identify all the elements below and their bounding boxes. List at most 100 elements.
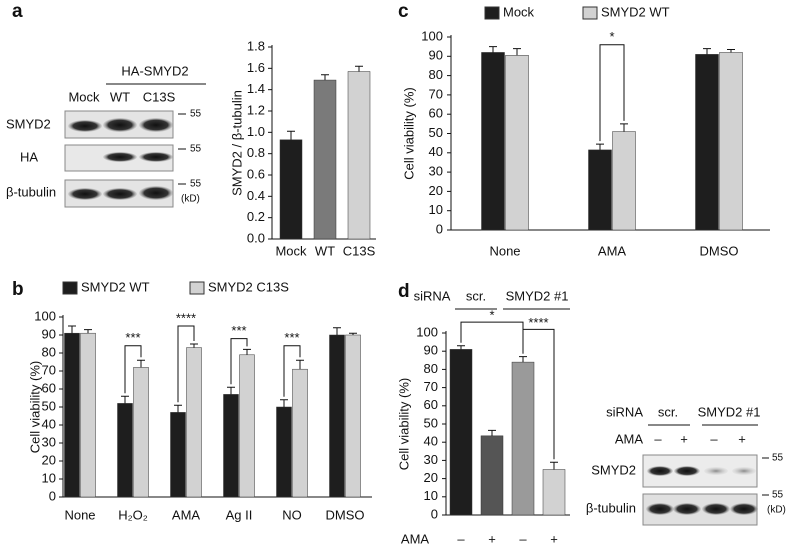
significance-label: * — [609, 29, 614, 44]
lane-label: WT — [110, 89, 130, 104]
y-tick-label: 0.6 — [247, 166, 265, 181]
y-tick-label: 60 — [429, 106, 443, 121]
group-label: SMYD2 #1 — [698, 404, 761, 419]
band — [139, 118, 173, 132]
y-tick-label: 20 — [42, 452, 56, 467]
panel-label: b — [12, 279, 24, 300]
bar — [186, 347, 202, 498]
bar — [480, 435, 504, 516]
y-tick-label: 60 — [42, 380, 56, 395]
band — [68, 188, 102, 200]
significance-bracket — [599, 44, 625, 142]
x-tick-label: H₂O₂ — [118, 507, 148, 522]
significance-label: * — [489, 308, 494, 323]
treatment-label: AMA — [615, 431, 644, 446]
y-tick-label: 1.2 — [247, 102, 265, 117]
error-bar — [727, 49, 735, 53]
significance-bracket — [124, 345, 142, 394]
error-bar — [519, 356, 527, 363]
legend-swatch — [582, 6, 598, 20]
error-bar — [174, 404, 182, 413]
x-axis-label: AMA — [401, 531, 430, 546]
y-tick-label: 80 — [424, 361, 438, 376]
row-label: HA — [20, 149, 38, 164]
error-bar — [190, 343, 198, 348]
legend-label: SMYD2 WT — [601, 4, 670, 19]
legend-swatch — [62, 281, 78, 295]
y-tick-label: 30 — [42, 434, 56, 449]
lane-label: C13S — [143, 89, 176, 104]
error-bar — [287, 130, 295, 140]
error-bar — [68, 325, 76, 334]
band — [704, 467, 728, 475]
y-tick-label: 50 — [429, 125, 443, 140]
legend-label: SMYD2 C13S — [208, 279, 289, 294]
band — [730, 503, 758, 515]
error-bar — [489, 46, 497, 53]
legend-swatch — [189, 281, 205, 295]
y-tick-label: 1.0 — [247, 124, 265, 139]
row-label: SMYD2 — [591, 462, 636, 477]
y-tick-label: 20 — [424, 470, 438, 485]
significance-bracket — [522, 328, 555, 460]
axis — [62, 315, 372, 498]
significance-label: *** — [284, 330, 299, 345]
lane-label: + — [680, 431, 688, 446]
x-tick-label: DMSO — [700, 243, 739, 258]
y-tick-label: 50 — [424, 415, 438, 430]
group-label: SMYD2 #1 — [506, 288, 569, 303]
y-tick-label: 100 — [416, 324, 438, 339]
blot-header: siRNA — [606, 404, 643, 419]
lane-label: + — [738, 431, 746, 446]
bar — [64, 332, 80, 498]
x-tick-label: WT — [315, 243, 335, 258]
lane-label: – — [710, 431, 718, 446]
y-tick-label: 90 — [424, 343, 438, 358]
bar — [695, 54, 719, 231]
bar — [505, 55, 529, 231]
panel-label: c — [398, 1, 409, 22]
error-bar — [321, 74, 329, 81]
y-tick-label: 70 — [429, 86, 443, 101]
unit: (kD) — [767, 505, 786, 516]
bar — [276, 406, 292, 498]
y-axis-label: Cell viability (%) — [27, 361, 42, 453]
band — [647, 466, 673, 476]
y-tick-label: 60 — [424, 397, 438, 412]
bar — [292, 368, 308, 498]
y-tick-label: 100 — [421, 28, 443, 43]
y-tick-label: 70 — [424, 379, 438, 394]
band — [732, 467, 756, 475]
bar — [588, 149, 612, 231]
y-tick-label: 90 — [42, 326, 56, 341]
y-tick-label: 80 — [42, 344, 56, 359]
y-tick-label: 1.4 — [247, 81, 265, 96]
group-label: scr. — [658, 404, 678, 419]
significance-bracket — [283, 345, 301, 397]
y-axis-label: Cell viability (%) — [396, 378, 411, 470]
significance-bracket — [460, 321, 524, 354]
significance-label: *** — [231, 323, 246, 338]
y-tick-label: 0 — [431, 506, 438, 521]
legend-label: Mock — [503, 4, 535, 19]
error-bar — [137, 359, 145, 368]
unit: (kD) — [181, 194, 200, 205]
blot-header: HA-SMYD2 — [121, 63, 188, 78]
y-tick-label: 90 — [429, 48, 443, 63]
significance-label: *** — [125, 330, 140, 345]
error-bar — [243, 348, 251, 355]
band — [103, 152, 137, 162]
row-label: SMYD2 — [6, 116, 51, 131]
y-tick-label: 10 — [429, 202, 443, 217]
row-label: β-tubulin — [586, 500, 636, 515]
y-tick-label: 30 — [429, 164, 443, 179]
bar — [329, 334, 345, 498]
x-tick-label: – — [457, 531, 465, 546]
x-tick-label: C13S — [343, 243, 376, 258]
error-bar — [513, 48, 521, 56]
y-tick-label: 80 — [429, 67, 443, 82]
y-axis-label: Cell viability (%) — [401, 87, 416, 179]
marker: 55 — [190, 144, 202, 155]
blot-d: siRNA scr. SMYD2 #1 AMA – + – + SMYD2 β-… — [586, 404, 786, 526]
